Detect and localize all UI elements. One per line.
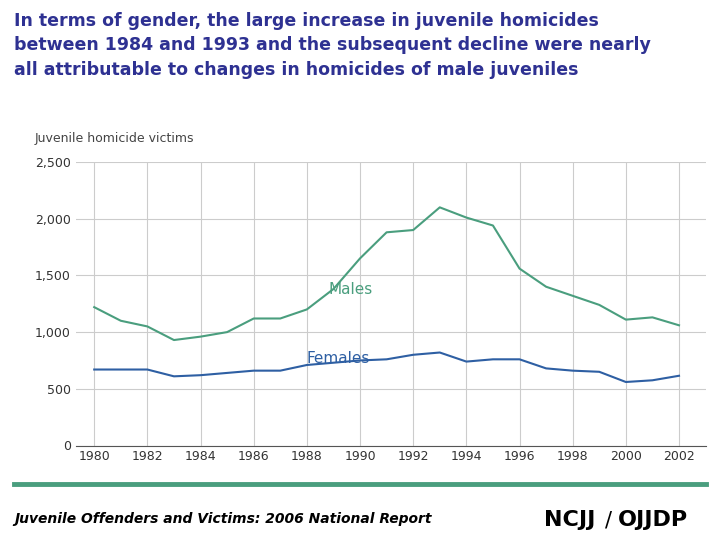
Text: Juvenile Offenders and Victims: 2006 National Report: Juvenile Offenders and Victims: 2006 Nat… [14,512,432,526]
Text: Males: Males [328,281,372,296]
Text: NCJJ: NCJJ [544,510,595,530]
Text: OJJDP: OJJDP [618,510,688,530]
Text: /: / [605,510,612,530]
Text: Females: Females [307,350,370,366]
Text: Juvenile homicide victims: Juvenile homicide victims [35,132,194,145]
Text: In terms of gender, the large increase in juvenile homicides
between 1984 and 19: In terms of gender, the large increase i… [14,12,652,79]
